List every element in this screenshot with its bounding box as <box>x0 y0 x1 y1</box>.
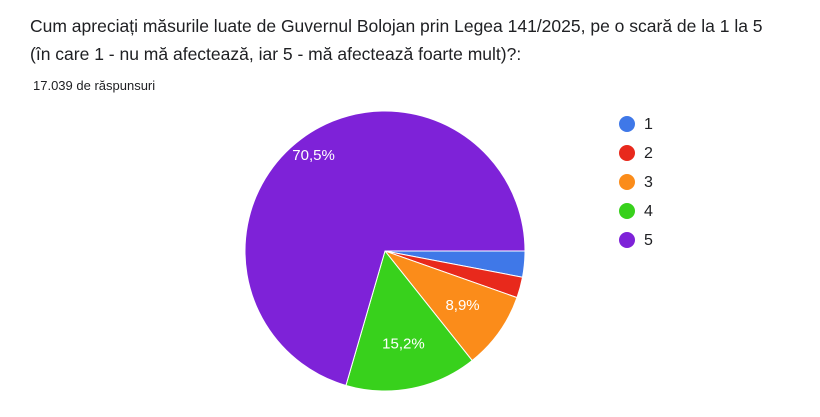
chart-title: Cum apreciați măsurile luate de Guvernul… <box>30 16 763 64</box>
legend-swatch <box>619 203 635 219</box>
legend-swatch <box>619 232 635 248</box>
legend-swatch <box>619 116 635 132</box>
legend-label: 5 <box>644 232 653 249</box>
pie-slice <box>244 110 526 387</box>
value-label: 70,5% <box>292 147 335 164</box>
legend-swatch <box>619 145 635 161</box>
value-label: 15,2% <box>382 335 425 352</box>
legend-label: 4 <box>644 203 653 220</box>
legend-label: 3 <box>644 174 653 191</box>
value-label: 8,9% <box>445 297 479 314</box>
legend-swatch <box>619 174 635 190</box>
pie-slice <box>345 249 473 392</box>
response-count: 17.039 de răspunsuri <box>33 78 156 93</box>
legend-label: 2 <box>644 145 653 162</box>
legend-label: 1 <box>644 116 653 133</box>
